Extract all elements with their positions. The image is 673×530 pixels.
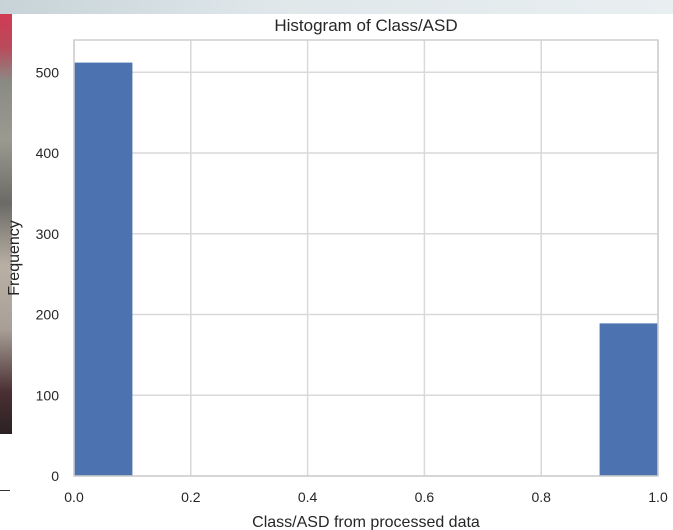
- y-tick-label: 400: [36, 145, 60, 161]
- y-tick-label: 0: [51, 468, 59, 484]
- tick-layer: 0.0 0.2 0.4 0.6 0.8 1.0 0 100 200 300 400 500: [36, 64, 668, 505]
- x-tick-label: 1.0: [648, 489, 668, 505]
- x-tick-label: 0.8: [531, 489, 551, 505]
- x-axis-label: Class/ASD from processed data: [252, 514, 480, 530]
- bar-layer: [74, 62, 658, 476]
- y-tick-label: 200: [36, 307, 60, 323]
- y-tick-label: 500: [36, 64, 60, 80]
- background-rule: [0, 490, 10, 491]
- background-strip: [0, 0, 673, 14]
- chart-title: Histogram of Class/ASD: [274, 16, 457, 35]
- x-tick-label: 0.6: [415, 489, 435, 505]
- grid-layer: [73, 40, 659, 477]
- histogram-bar: [74, 62, 133, 476]
- x-tick-label: 0.4: [298, 489, 318, 505]
- y-tick-label: 300: [36, 226, 60, 242]
- x-tick-label: 0.0: [64, 489, 84, 505]
- background-photo-edge: [0, 14, 12, 434]
- x-tick-label: 0.2: [181, 489, 201, 505]
- y-tick-label: 100: [36, 387, 60, 403]
- y-axis-label: Frequency: [6, 220, 23, 296]
- histogram-bar: [599, 323, 658, 476]
- plot-frame: [73, 39, 659, 477]
